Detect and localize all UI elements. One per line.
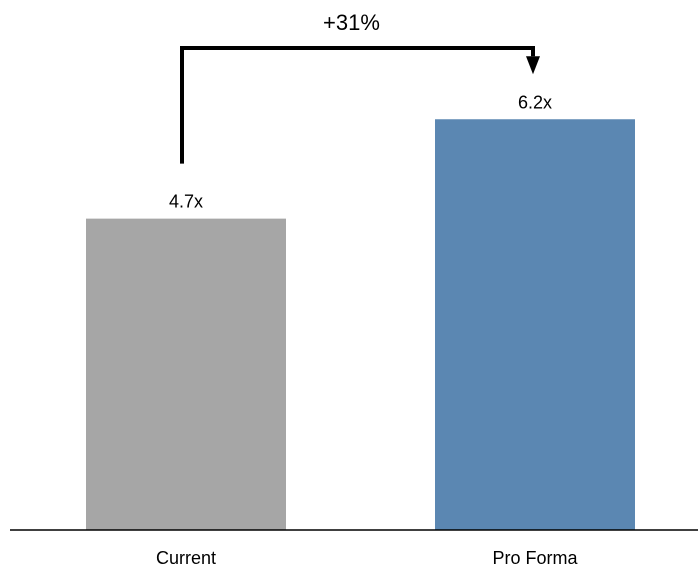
- tick-label-pro-forma: Pro Forma: [492, 548, 578, 567]
- data-labels-layer: 4.7x 6.2x: [169, 92, 552, 211]
- bars-layer: [86, 119, 635, 530]
- x-axis-tick-labels: Current Pro Forma: [156, 548, 579, 567]
- tick-label-current: Current: [156, 548, 216, 567]
- growth-annotation: +31%: [180, 10, 540, 164]
- growth-arrow-head: [526, 56, 540, 75]
- data-label-current: 4.7x: [169, 192, 203, 212]
- growth-percent-label: +31%: [323, 10, 380, 35]
- growth-arrow-bracket: [180, 46, 535, 164]
- bar-current: [86, 218, 286, 530]
- data-label-pro-forma: 6.2x: [518, 92, 552, 112]
- bar-pro-forma: [435, 119, 635, 530]
